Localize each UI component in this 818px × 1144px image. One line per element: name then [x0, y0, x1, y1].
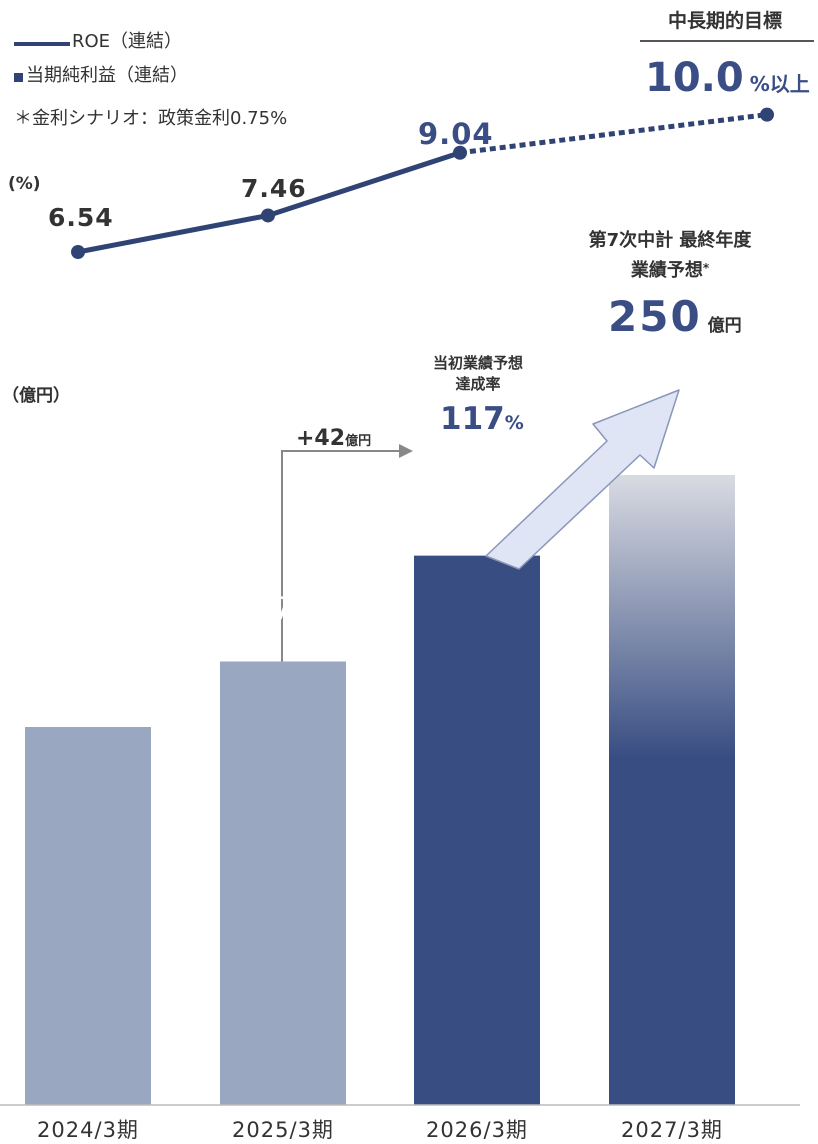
- increase-connector: [281, 450, 402, 662]
- achievement-label-2: 達成率: [455, 375, 501, 393]
- increase-label: +42億円: [296, 428, 371, 450]
- roe-label-2024: 6.54: [48, 203, 114, 232]
- bar-label-2024: 150: [56, 670, 120, 706]
- increase-arrowhead: [399, 444, 413, 458]
- increase-value: +42: [296, 426, 346, 451]
- legend-profit: 当期純利益（連結）: [26, 65, 188, 86]
- roe-label-2026: 9.04: [418, 117, 494, 151]
- legend-roe: ROE（連結）: [72, 31, 183, 52]
- forecast-unit: 億円: [707, 316, 742, 336]
- bar-3: [609, 475, 735, 1105]
- achievement-label-1: 当初業績予想: [432, 354, 523, 372]
- target-suffix: %以上: [749, 72, 810, 96]
- achievement-value: 117: [440, 401, 505, 437]
- category-label-2027: 2027/3期: [621, 1118, 723, 1142]
- legend-note: ＊金利シナリオ：政策金利0.75%: [14, 108, 288, 129]
- bar-0: [25, 727, 151, 1105]
- forecast-arrow: [485, 389, 680, 570]
- bar-2: [414, 555, 540, 1105]
- achievement-value-group: 117%: [440, 404, 524, 435]
- bar-label-2026: 218: [445, 463, 509, 499]
- category-label-2026: 2026/3期: [426, 1118, 528, 1142]
- achievement-unit: %: [504, 412, 524, 434]
- forecast-label-1: 第7次中計 最終年度: [588, 230, 752, 251]
- legend-bar-swatch: [14, 73, 23, 82]
- forecast-asterisk: *: [702, 261, 710, 275]
- roe-unit: (%): [8, 174, 41, 194]
- roe-line-target: [459, 112, 768, 156]
- target-value-group: 10.0 %以上: [645, 58, 810, 98]
- target-underline: [640, 40, 814, 42]
- target-value: 10.0: [645, 55, 744, 101]
- forecast-value-group: 250 億円: [608, 296, 742, 338]
- profit-unit: （億円）: [2, 386, 70, 406]
- bar-label-2025: 176: [251, 591, 315, 627]
- increase-unit: 億円: [345, 434, 372, 449]
- forecast-value: 250: [608, 292, 702, 341]
- roe-label-2025: 7.46: [241, 174, 307, 203]
- roe-point-0: [71, 245, 85, 259]
- target-title: 中長期的目標: [667, 10, 782, 32]
- category-label-2024: 2024/3期: [37, 1118, 139, 1142]
- roe-point-2: [453, 145, 467, 160]
- forecast-label-2: 業績予想: [630, 260, 703, 281]
- bar-1: [220, 661, 346, 1105]
- category-label-2025: 2025/3期: [232, 1118, 334, 1142]
- roe-point-1: [261, 208, 275, 223]
- forecast-label-2-group: 業績予想*: [590, 262, 750, 280]
- legend-line-swatch: [14, 42, 70, 46]
- roe-point-3: [760, 107, 774, 122]
